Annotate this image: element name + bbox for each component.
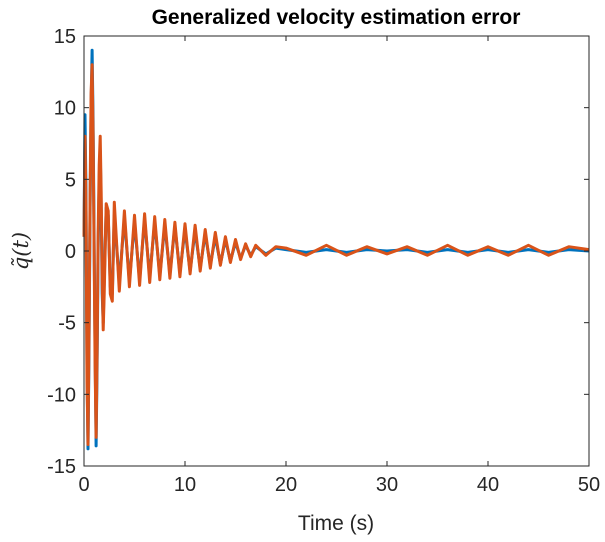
tick-layer: 0 10 20 30 40 50 -15 -10 -5 0 5 10 15	[47, 26, 600, 496]
y-tick-label: 15	[54, 26, 76, 48]
x-tick-label: 50	[578, 474, 600, 496]
series-line-2	[82, 63, 590, 446]
y-tick-label: -10	[47, 384, 76, 406]
y-tick-label: 10	[54, 98, 76, 120]
x-tick-label: 10	[174, 474, 196, 496]
y-tick-label: 0	[65, 241, 76, 263]
series-layer	[82, 48, 590, 451]
y-axis-label: q̃(t)	[9, 232, 33, 270]
x-axis-label: Time (s)	[298, 512, 374, 535]
y-tick-label: -5	[58, 313, 76, 335]
x-tick-label: 40	[477, 474, 499, 496]
x-tick-label: 0	[78, 474, 89, 496]
y-tick-label: 5	[65, 169, 76, 191]
x-tick-label: 30	[376, 474, 398, 496]
x-tick-label: 20	[275, 474, 297, 496]
y-tick-label: -15	[47, 456, 76, 478]
chart-title: Generalized velocity estimation error	[152, 6, 521, 29]
